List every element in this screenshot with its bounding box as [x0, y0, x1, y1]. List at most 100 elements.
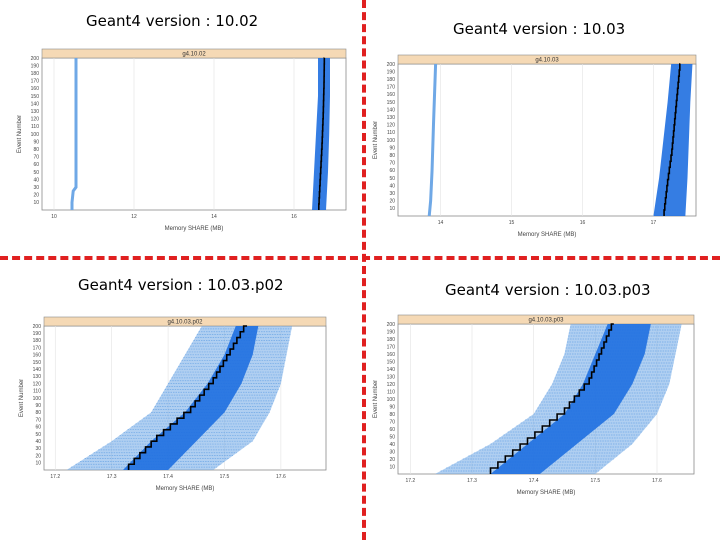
y-tick-label: 160 [387, 92, 396, 98]
y-tick-label: 170 [387, 344, 396, 350]
x-tick-label: 17.2 [405, 478, 415, 484]
x-tick-label: 14 [438, 220, 444, 226]
y-tick-label: 160 [387, 352, 396, 358]
y-tick-label: 200 [31, 56, 40, 62]
plot-frame [41, 57, 347, 211]
x-tick-label: 17.6 [652, 478, 662, 484]
y-tick-label: 80 [389, 153, 395, 159]
x-tick-label: 17.4 [529, 478, 539, 484]
y-tick-label: 20 [389, 457, 395, 463]
y-tick-label: 160 [31, 86, 40, 92]
y-tick-label: 50 [389, 176, 395, 182]
y-tick-label: 60 [33, 162, 39, 168]
y-tick-label: 10 [389, 464, 395, 470]
y-tick-label: 110 [33, 389, 41, 395]
y-tick-label: 70 [35, 417, 41, 423]
y-tick-label: 200 [387, 62, 396, 68]
low-series-line [70, 58, 78, 210]
y-tick-label: 70 [33, 155, 39, 161]
y-tick-label: 170 [387, 85, 396, 91]
y-tick-label: 30 [35, 446, 41, 452]
strip-header [397, 314, 695, 325]
y-tick-label: 20 [389, 199, 395, 205]
x-tick-label: 17.4 [163, 474, 173, 480]
y-tick-label: 150 [387, 100, 396, 106]
x-tick-label: 16 [291, 214, 297, 220]
y-tick-label: 50 [35, 432, 41, 438]
y-tick-label: 50 [389, 434, 395, 440]
y-tick-label: 70 [389, 161, 395, 167]
y-tick-label: 60 [389, 168, 395, 174]
plot-frame [397, 63, 697, 217]
y-tick-label: 130 [387, 115, 396, 121]
y-tick-label: 20 [35, 453, 41, 459]
x-axis-label: Memory SHARE (MB) [518, 232, 577, 238]
y-tick-label: 150 [387, 359, 396, 365]
y-tick-label: 60 [35, 425, 41, 431]
y-tick-label: 10 [33, 200, 39, 206]
y-tick-label: 30 [389, 191, 395, 197]
x-axis-label: Memory SHARE (MB) [156, 486, 215, 492]
quadrant-title: Geant4 version : 10.03.p02 [78, 276, 284, 294]
y-tick-label: 140 [387, 367, 396, 373]
x-tick-label: 17.3 [107, 474, 117, 480]
y-tick-label: 120 [33, 381, 42, 387]
y-tick-label: 190 [31, 63, 40, 69]
y-tick-label: 40 [35, 439, 41, 445]
y-tick-label: 110 [31, 124, 39, 130]
y-tick-label: 40 [33, 177, 39, 183]
y-tick-label: 110 [387, 389, 395, 395]
y-tick-label: 80 [35, 410, 41, 416]
y-tick-label: 130 [31, 109, 40, 115]
y-tick-label: 90 [33, 139, 39, 145]
y-tick-label: 80 [389, 412, 395, 418]
y-tick-label: 100 [387, 397, 396, 403]
y-tick-label: 90 [35, 403, 41, 409]
chart-panel: g4.10.03.p02 17.2 17.3 17.4 17.5 17.6 10 20 30 40… [16, 312, 330, 496]
y-tick-label: 140 [387, 107, 396, 113]
band-region [122, 326, 259, 470]
y-tick-label: 120 [31, 117, 40, 123]
y-tick-label: 160 [33, 353, 42, 359]
y-tick-label: 60 [389, 427, 395, 433]
quadrant-title: Geant4 version : 10.02 [86, 12, 259, 30]
y-tick-label: 100 [387, 138, 396, 144]
x-tick-label: 16 [580, 220, 586, 226]
y-tick-label: 170 [33, 345, 42, 351]
x-tick-label: 17.6 [276, 474, 286, 480]
y-tick-label: 130 [387, 374, 396, 380]
y-tick-label: 50 [33, 170, 39, 176]
x-tick-label: 10 [51, 214, 57, 220]
y-tick-label: 20 [33, 193, 39, 199]
strip-label: g4.10.03.p03 [528, 318, 564, 324]
y-tick-label: 180 [31, 71, 40, 77]
memory-chart: g4.10.03.p02 17.2 17.3 17.4 17.5 17.6 10 203040… [19, 316, 327, 492]
chart-panel: g4.10.03 14 15 16 17 10 20 30 40 50 60 70 80 90 100 110… [370, 50, 700, 242]
y-tick-label: 180 [387, 77, 396, 83]
vertical-divider [362, 0, 366, 540]
y-tick-label: 110 [387, 130, 395, 136]
y-tick-label: 40 [389, 442, 395, 448]
x-tick-label: 14 [211, 214, 217, 220]
x-axis-label: Memory SHARE (MB) [165, 226, 224, 232]
y-tick-label: 100 [31, 132, 40, 138]
y-tick-label: 120 [387, 382, 396, 388]
y-tick-label: 90 [389, 404, 395, 410]
y-tick-label: 180 [387, 337, 396, 343]
strip-header [397, 54, 697, 65]
median-line [663, 63, 681, 216]
band-region [490, 324, 651, 474]
strip-header [41, 48, 347, 59]
band-region [312, 58, 330, 210]
y-tick-label: 150 [33, 360, 42, 366]
y-axis-label: Event Number [373, 121, 379, 159]
y-tick-label: 10 [35, 461, 41, 467]
median-line [127, 325, 248, 470]
y-tick-label: 140 [31, 101, 40, 107]
y-tick-label: 180 [33, 338, 42, 344]
y-axis-label: Event Number [19, 379, 25, 417]
strip-label: g4.10.03.p02 [167, 320, 203, 326]
median-line [489, 323, 614, 474]
